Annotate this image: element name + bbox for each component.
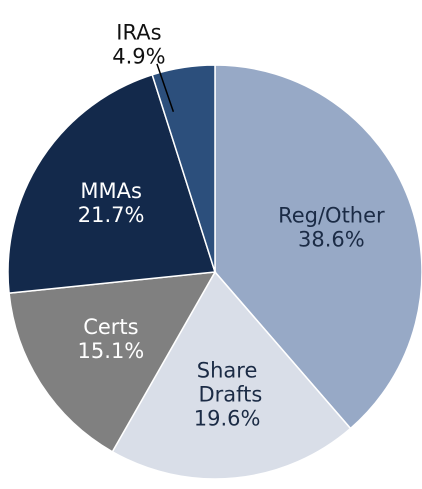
leader-line bbox=[156, 63, 175, 112]
slice-label: IRAs bbox=[116, 20, 161, 44]
value-label: 4.9% bbox=[112, 44, 165, 68]
slice-label: Certs bbox=[83, 315, 138, 339]
value-label: 15.1% bbox=[78, 339, 145, 363]
slice-label: Share Drafts bbox=[192, 359, 263, 407]
pie-slice bbox=[151, 64, 216, 273]
pie-slice bbox=[8, 271, 217, 453]
slice-label: MMAs bbox=[80, 179, 142, 203]
slice-label-line: IRAs bbox=[116, 20, 161, 44]
slice-label-line: Share bbox=[197, 359, 258, 383]
pie-slice bbox=[214, 64, 422, 430]
slice-label-line: MMAs bbox=[80, 179, 142, 203]
slice-label-line: Drafts bbox=[192, 383, 263, 407]
value-label: 19.6% bbox=[194, 407, 261, 431]
value-label: 21.7% bbox=[78, 203, 145, 227]
value-label: 38.6% bbox=[298, 228, 365, 252]
slice-label: Reg/Other bbox=[278, 204, 385, 228]
pie-slice bbox=[111, 270, 352, 480]
pie-slice bbox=[7, 73, 216, 294]
slice-label-line: Reg/Other bbox=[278, 204, 385, 228]
slice-label-line: Certs bbox=[83, 315, 138, 339]
